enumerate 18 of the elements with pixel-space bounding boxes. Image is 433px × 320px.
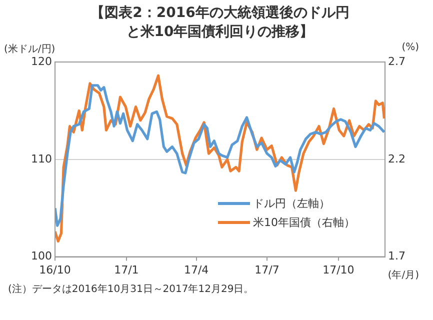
y2-tick-label: 1.7 bbox=[388, 250, 406, 263]
legend-label: ドル円（左軸） bbox=[253, 196, 330, 211]
y-tick-label: 100 bbox=[31, 250, 52, 263]
x-axis-title: (年/月) bbox=[388, 269, 419, 282]
y2-tick-label: 2.7 bbox=[388, 54, 406, 68]
y2-axis-title: (%) bbox=[402, 42, 419, 53]
x-tick-label: 17/7 bbox=[254, 263, 280, 276]
text: (注）データは2016年10月31日～2017年12月29日。 bbox=[8, 283, 254, 297]
y-tick-label: 110 bbox=[31, 152, 52, 166]
x-tick-label: 17/4 bbox=[184, 263, 209, 276]
chart-title: 【図表2：2016年の大統領選後のドル円と米10年国債利回りの推移】 bbox=[90, 4, 350, 42]
legend-label: 米10年国債（右軸） bbox=[253, 215, 355, 230]
y-tick-label: 120 bbox=[31, 54, 52, 68]
x-tick-label: 17/10 bbox=[322, 263, 354, 276]
y-axis-title: (米ドル/円) bbox=[4, 42, 56, 56]
x-tick-label: 17/1 bbox=[114, 263, 139, 276]
x-tick-label: 16/10 bbox=[39, 263, 71, 276]
y2-tick-label: 2.2 bbox=[388, 152, 406, 166]
